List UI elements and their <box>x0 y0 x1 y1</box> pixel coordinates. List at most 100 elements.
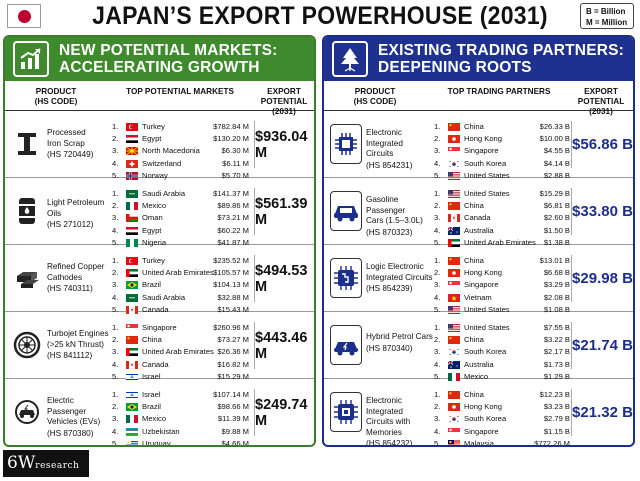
rank: 4. <box>112 225 119 235</box>
list-item: 2. China $6.81 B <box>434 200 570 212</box>
rank: 4. <box>434 292 441 302</box>
col-product: PRODUCT <box>354 87 396 96</box>
flag-cn-icon <box>126 336 138 345</box>
list-item: 1. China $13.01 B <box>434 255 570 267</box>
rank: 2. <box>434 268 441 278</box>
panel-header: NEW POTENTIAL MARKETS: ACCELERATING GROW… <box>5 37 314 81</box>
hs-code: (HS 854232) <box>366 439 413 447</box>
hybrid-car-icon <box>330 325 362 365</box>
export-total: $33.80 B <box>571 188 633 235</box>
country-value: $7.55 B <box>543 323 570 332</box>
flag-mk-icon <box>125 147 139 156</box>
market-list: 1. China $26.33 B 2. Hong Kong $10.00 B 3. Sing… <box>434 121 570 182</box>
hs-code: (HS 870340) <box>366 343 413 353</box>
flag-ca-icon <box>126 305 138 314</box>
product-name: Electric Passenger Vehicles (EVs) (HS 8703… <box>47 396 109 439</box>
product-row: Light Petroleum Oils (HS 271012) 1. Saudi A… <box>5 178 314 247</box>
country-value: $782.84 M <box>213 122 249 131</box>
rank: 5. <box>112 371 119 381</box>
country-value: $6.68 B <box>543 268 570 278</box>
flag-sa-icon <box>126 293 138 302</box>
country-value: $6.11 M <box>222 158 249 168</box>
list-item: 1. United States $15.29 B <box>434 188 570 200</box>
flag-us-icon <box>448 190 460 198</box>
col-markets: TOP POTENTIAL MARKETS <box>126 87 234 96</box>
country-value: $73.21 M <box>217 213 249 223</box>
country-name: Vietnam <box>464 292 492 302</box>
country-name: Australia <box>464 359 494 369</box>
country-name: Singapore <box>464 280 499 290</box>
growth-chart-icon <box>13 41 49 77</box>
product-name-line: Integrated Circuits <box>366 272 433 282</box>
country-name: China <box>464 335 484 345</box>
country-name: Mexico <box>142 201 167 211</box>
list-item: 4. Australia $1.50 B <box>434 225 570 237</box>
country-name: United States <box>464 323 510 332</box>
column-header: PRODUCT (HS CODE) TOP TRADING PARTNERS E… <box>324 81 633 116</box>
country-name: United States <box>464 170 510 180</box>
product-name: Turbojet Engines (>25 kN Thrust) (HS 84111… <box>47 329 109 362</box>
list-item: 2. Mexico $89.86 M <box>112 200 249 212</box>
country-name: Hong Kong <box>464 268 502 278</box>
flag-sg-icon <box>448 147 460 156</box>
country-name: South Korea <box>464 414 507 424</box>
export-total: $494.53 M <box>254 255 314 302</box>
product-name: Hybrid Petrol Cars (HS 870340) <box>366 332 434 354</box>
list-item: 2. China $73.27 M <box>112 334 249 346</box>
japan-flag-icon <box>7 4 41 28</box>
country-value: $26.36 M <box>217 347 249 357</box>
product-name-line: Gasoline Passenger <box>366 195 406 215</box>
country-name: Turkey <box>142 256 165 265</box>
flag-hk-icon <box>448 135 460 144</box>
export-total: $443.46 M <box>254 322 314 369</box>
market-list: 1. Turkey $235.52 M 2. United Arab Emirates $… <box>112 255 249 316</box>
flag-eg-icon <box>126 135 138 144</box>
list-item: 2. Hong Kong $10.00 B <box>434 133 570 145</box>
country-value: $2.88 B <box>543 170 570 180</box>
country-value: $89.86 M <box>217 201 249 211</box>
country-value: $32.88 M <box>217 292 249 302</box>
export-total: $936.04 M <box>254 121 314 168</box>
country-name: Australia <box>464 225 494 235</box>
oil-barrel-icon <box>11 191 43 231</box>
hs-code: (HS 720449) <box>47 150 94 159</box>
hs-code: (HS 870323) <box>366 227 413 237</box>
rank: 3. <box>112 414 119 424</box>
tree-roots-icon <box>332 41 368 77</box>
rank: 5. <box>434 237 441 247</box>
country-value: $4.14 B <box>543 158 570 168</box>
export-total: $21.32 B <box>571 389 633 436</box>
list-item: 5. Nigeria $41.87 M <box>112 237 249 249</box>
flag-ca-icon <box>448 214 460 223</box>
list-item: 5. Uruguay $4.66 M <box>112 438 249 447</box>
product-name-line: Vehicles (EVs) <box>47 417 101 426</box>
product-name-line: Electronic Integrated <box>366 396 403 416</box>
country-value: $15.29 M <box>217 371 249 381</box>
country-value: $13.01 B <box>539 256 570 265</box>
flag-uz-icon <box>126 427 138 436</box>
country-name: Mexico <box>464 371 489 381</box>
rank: 5. <box>434 304 441 314</box>
flag-om-icon <box>126 214 138 223</box>
list-item: 5. Norway $5.70 M <box>112 170 249 182</box>
product-row: Gasoline Passenger Cars (1.5–3.0L) (HS 870… <box>324 178 633 247</box>
copper-ingot-icon <box>11 258 43 298</box>
col-hs: (HS CODE) <box>353 97 397 106</box>
rank: 2. <box>112 402 119 412</box>
country-value: $41.87 M <box>217 237 249 247</box>
country-value: $4.66 M <box>221 438 249 447</box>
rank: 2. <box>434 134 441 144</box>
product-row: Turbojet Engines (>25 kN Thrust) (HS 84111… <box>5 312 314 381</box>
col-hs: (HS CODE) <box>34 97 78 106</box>
list-item: 4. Australia $1.73 B <box>434 359 570 371</box>
flag-il-icon <box>126 391 138 399</box>
country-name: China <box>464 201 484 211</box>
country-value: $3.23 B <box>543 402 570 412</box>
flag-tr-icon <box>126 123 138 131</box>
rank: 1. <box>112 390 119 399</box>
flag-ae-icon <box>126 348 138 357</box>
country-name: Singapore <box>464 146 499 156</box>
list-item: 5. United Arab Emirates $1.38 B <box>434 237 570 249</box>
product-name-line: Logic Electronic <box>366 262 424 271</box>
